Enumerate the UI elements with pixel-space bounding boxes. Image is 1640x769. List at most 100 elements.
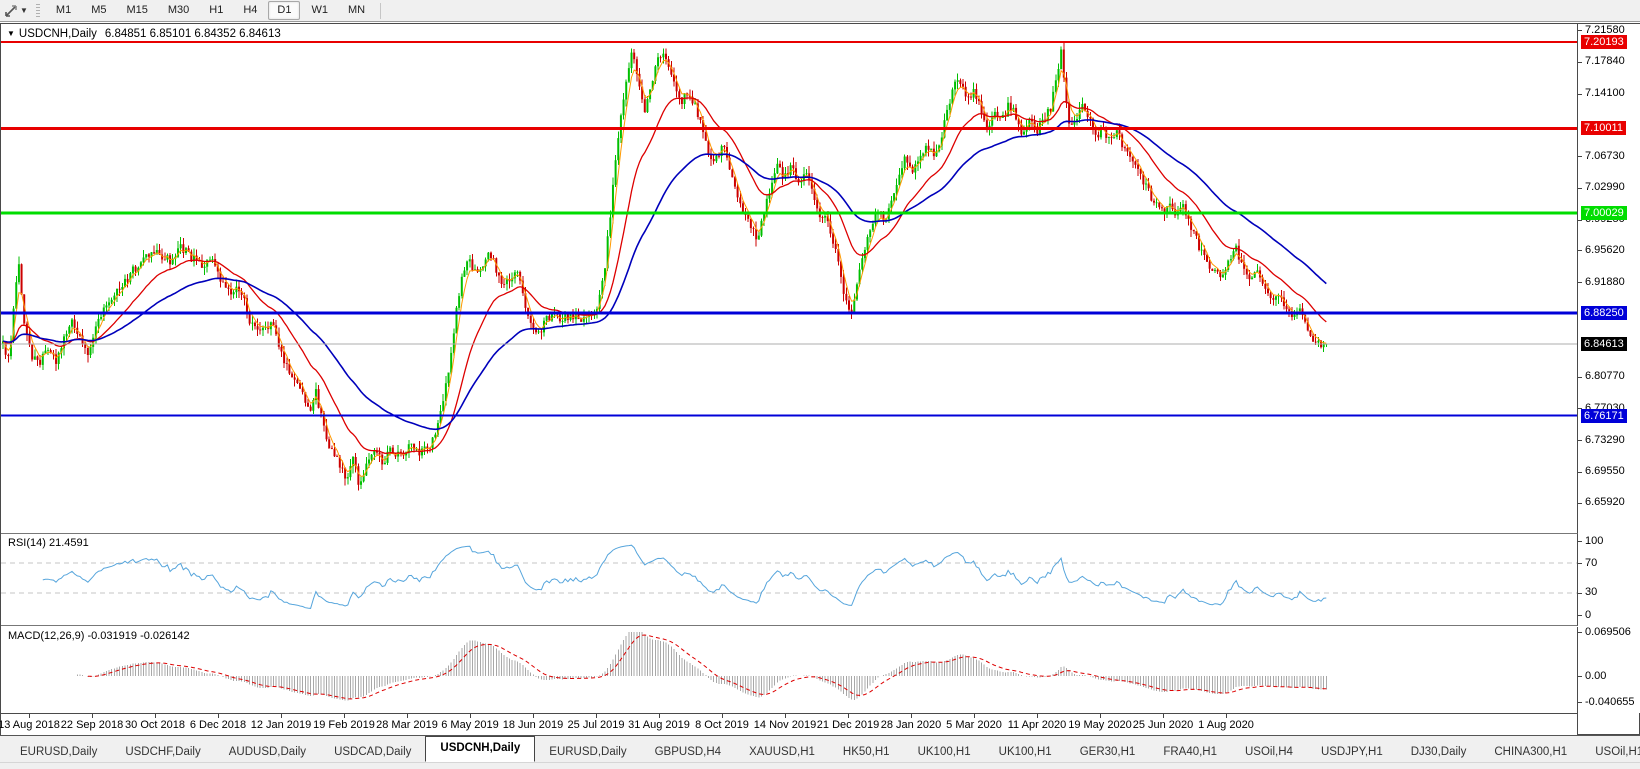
timeframe-button-m15[interactable]: M15 xyxy=(126,4,148,16)
chart-tab-fra40-h1[interactable]: FRA40,H1 xyxy=(1163,746,1217,758)
chart-tab-usdcnh-daily[interactable]: USDCNH,Daily xyxy=(425,736,536,762)
price-tick xyxy=(1578,503,1582,504)
chart-tab-hk50-h1[interactable]: HK50,H1 xyxy=(842,746,890,758)
price-line-badge: 7.20193 xyxy=(1581,35,1627,49)
date-tick xyxy=(974,714,975,718)
date-tick xyxy=(848,714,849,718)
price-axis[interactable]: 7.215807.178407.141007.067307.029906.992… xyxy=(1578,24,1640,713)
timeframe-buttons: M1 M5 M15 M30 H1 H4 D1 W1 MN xyxy=(46,0,375,22)
chart-window: ▼ USDCNH,Daily 6.84851 6.85101 6.84352 6.8… xyxy=(0,23,1640,735)
chart-tab-usoil-h1[interactable]: USOil,H1 xyxy=(1595,746,1640,758)
price-tick-label: 6.91880 xyxy=(1585,276,1625,288)
date-label: 18 Jun 2019 xyxy=(502,719,564,731)
date-tick xyxy=(92,714,93,718)
macd-tick xyxy=(1578,632,1582,633)
timeframe-button-w1[interactable]: W1 xyxy=(311,4,328,16)
chart-tab-eurusd-daily[interactable]: EURUSD,Daily xyxy=(549,746,627,758)
chart-tab-eurusd-daily[interactable]: EURUSD,Daily xyxy=(20,746,98,758)
price-line-badge: 6.76171 xyxy=(1581,409,1627,423)
date-tick xyxy=(281,714,282,718)
chart-tab-ger30-h1[interactable]: GER30,H1 xyxy=(1079,746,1136,758)
price-tick-label: 6.65920 xyxy=(1585,496,1625,508)
status-bar xyxy=(0,762,1640,769)
price-tick xyxy=(1578,282,1582,283)
chart-tab-dj30-daily[interactable]: DJ30,Daily xyxy=(1410,746,1467,758)
date-label: 12 Jan 2019 xyxy=(250,719,312,731)
price-tick-label: 7.14100 xyxy=(1585,87,1625,99)
price-tick-label: 7.02990 xyxy=(1585,181,1625,193)
toolbar-grip[interactable] xyxy=(35,3,40,18)
rsi-tick xyxy=(1578,541,1582,542)
macd-tick-label: 0.069506 xyxy=(1585,626,1631,638)
chart-tools-icon[interactable] xyxy=(3,3,19,19)
price-tick-label: 6.95620 xyxy=(1585,244,1625,256)
chart-tab-china300-h1[interactable]: CHINA300,H1 xyxy=(1494,746,1568,758)
chart-tab-usdchf-daily[interactable]: USDCHF,Daily xyxy=(125,746,201,758)
rsi-tick-label: 100 xyxy=(1585,535,1604,547)
candlestick-canvas[interactable] xyxy=(1,24,1577,533)
macd-label: MACD(12,26,9) -0.031919 -0.026142 xyxy=(8,630,190,642)
date-tick xyxy=(1226,714,1227,718)
rsi-canvas[interactable] xyxy=(1,534,1577,625)
date-tick xyxy=(155,714,156,718)
price-tick xyxy=(1578,94,1582,95)
date-label: 8 Oct 2019 xyxy=(695,719,749,731)
date-label: 11 Apr 2020 xyxy=(1007,719,1067,731)
price-tick-label: 6.73290 xyxy=(1585,434,1625,446)
chart-tools-dropdown-arrow[interactable]: ▼ xyxy=(20,6,28,15)
price-tick xyxy=(1578,250,1582,251)
chart-tab-usdjpy-h1[interactable]: USDJPY,H1 xyxy=(1320,746,1383,758)
chart-tab-xauusd-h1[interactable]: XAUUSD,H1 xyxy=(749,746,815,758)
date-label: 5 Mar 2020 xyxy=(946,719,1002,731)
chart-tab-uk100-h1[interactable]: UK100,H1 xyxy=(917,746,971,758)
timeframe-button-h4[interactable]: H4 xyxy=(243,4,258,16)
price-chart-panel[interactable]: ▼ USDCNH,Daily 6.84851 6.85101 6.84352 6.8… xyxy=(1,24,1578,534)
date-label: 19 Feb 2019 xyxy=(313,719,375,731)
rsi-tick-label: 70 xyxy=(1585,557,1598,569)
price-tick xyxy=(1578,472,1582,473)
time-axis[interactable]: 13 Aug 2018 22 Sep 2018 30 Oct 2018 6 Dec 2… xyxy=(0,713,1578,735)
timeframe-button-m5[interactable]: M5 xyxy=(91,4,107,16)
timeframe-button-m30[interactable]: M30 xyxy=(167,4,190,16)
rsi-tick xyxy=(1578,615,1582,616)
price-tick-label: 7.17840 xyxy=(1585,55,1625,67)
rsi-panel[interactable]: RSI(14) 21.4591 xyxy=(1,534,1578,626)
chart-tab-bar: EURUSD,Daily USDCHF,Daily AUDUSD,Daily USDC… xyxy=(0,735,1640,762)
macd-tick xyxy=(1578,702,1582,703)
date-tick xyxy=(1037,714,1038,718)
date-label: 6 Dec 2018 xyxy=(189,719,247,731)
date-label: 1 Aug 2020 xyxy=(1198,719,1254,731)
rsi-label: RSI(14) 21.4591 xyxy=(8,537,89,549)
chart-tab-uk100-h1[interactable]: UK100,H1 xyxy=(998,746,1052,758)
date-label: 19 May 2020 xyxy=(1068,719,1132,731)
timeframe-button-h1[interactable]: H1 xyxy=(209,4,224,16)
timeframe-button-m1[interactable]: M1 xyxy=(55,4,72,16)
chart-tab-usdcad-daily[interactable]: USDCAD,Daily xyxy=(334,746,412,758)
macd-canvas[interactable] xyxy=(1,627,1577,713)
date-tick xyxy=(722,714,723,718)
date-tick xyxy=(533,714,534,718)
macd-tick xyxy=(1578,676,1582,677)
price-tick xyxy=(1578,408,1582,409)
price-tick xyxy=(1578,377,1582,378)
chart-tab-usoil-h4[interactable]: USOil,H4 xyxy=(1245,746,1293,758)
date-label: 25 Jun 2020 xyxy=(1132,719,1194,731)
date-tick xyxy=(29,714,30,718)
chart-title: ▼ USDCNH,Daily 6.84851 6.85101 6.84352 6.8… xyxy=(7,28,281,40)
date-label: 6 May 2019 xyxy=(441,719,499,731)
price-tick xyxy=(1578,62,1582,63)
price-tick xyxy=(1578,220,1582,221)
price-tick xyxy=(1578,156,1582,157)
price-tick-label: 7.06730 xyxy=(1585,150,1625,162)
macd-panel[interactable]: MACD(12,26,9) -0.031919 -0.026142 xyxy=(1,627,1578,713)
timeframe-button-d1[interactable]: D1 xyxy=(268,1,301,20)
collapse-arrow-icon[interactable]: ▼ xyxy=(7,29,15,38)
toolbar-separator xyxy=(380,2,382,19)
timeframe-button-mn[interactable]: MN xyxy=(347,4,366,16)
chart-tab-gbpusd-h4[interactable]: GBPUSD,H4 xyxy=(654,746,722,758)
date-label: 22 Sep 2018 xyxy=(60,719,124,731)
date-label: 14 Nov 2019 xyxy=(753,719,817,731)
price-tick xyxy=(1578,440,1582,441)
chart-tab-audusd-daily[interactable]: AUDUSD,Daily xyxy=(228,746,307,758)
